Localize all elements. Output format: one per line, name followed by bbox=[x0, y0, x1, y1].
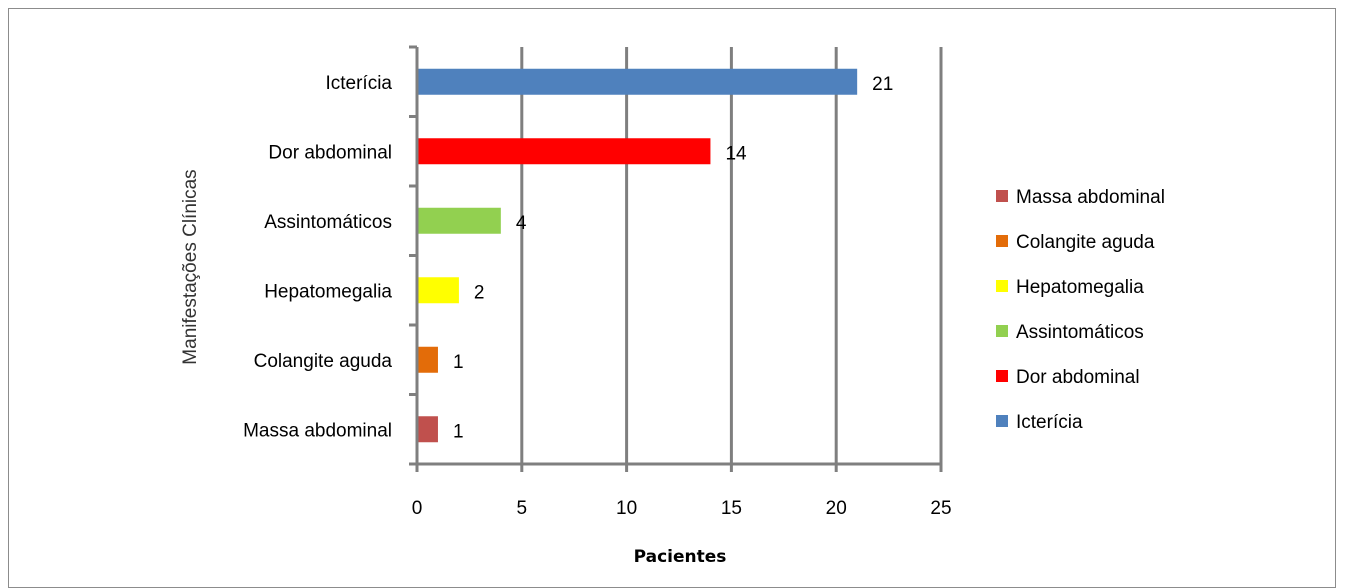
category-label-2: Assintomáticos bbox=[264, 212, 392, 233]
legend-label-4: Dor abdominal bbox=[1016, 367, 1140, 388]
legend-swatch-3 bbox=[996, 325, 1008, 337]
x-axis-title: Pacientes bbox=[634, 547, 727, 567]
data-label-4: 1 bbox=[453, 352, 464, 373]
data-label-5: 1 bbox=[453, 421, 464, 442]
y-axis-title: Manifestações Clínicas bbox=[180, 169, 201, 364]
bar-2 bbox=[417, 207, 501, 234]
x-tick-labels: 0 5 10 15 20 25 bbox=[412, 498, 952, 519]
bar-3 bbox=[417, 277, 459, 304]
category-labels: Icterícia Dor abdominal Assintomáticos Hepa… bbox=[243, 73, 392, 442]
x-tick-label-5: 25 bbox=[930, 498, 951, 519]
category-label-1: Dor abdominal bbox=[268, 142, 392, 163]
bar-1 bbox=[417, 138, 711, 165]
legend-label-1: Colangite aguda bbox=[1016, 232, 1155, 253]
bar-5 bbox=[417, 416, 438, 443]
legend-label-3: Assintomáticos bbox=[1016, 322, 1144, 343]
axes bbox=[409, 45, 943, 472]
data-label-0: 21 bbox=[872, 74, 893, 95]
x-tick-label-0: 0 bbox=[412, 498, 423, 519]
x-tick-label-2: 10 bbox=[616, 498, 637, 519]
gridlines bbox=[520, 47, 943, 464]
legend-label-0: Massa abdominal bbox=[1016, 187, 1165, 208]
legend-swatch-2 bbox=[996, 280, 1008, 292]
x-tick-label-1: 5 bbox=[517, 498, 528, 519]
category-label-0: Icterícia bbox=[325, 73, 392, 94]
x-tick-label-4: 20 bbox=[826, 498, 847, 519]
bar-0 bbox=[417, 68, 858, 95]
bars bbox=[417, 68, 858, 443]
data-label-3: 2 bbox=[474, 282, 485, 303]
legend-label-2: Hepatomegalia bbox=[1016, 277, 1144, 298]
legend-swatch-1 bbox=[996, 235, 1008, 247]
legend-swatch-5 bbox=[996, 415, 1008, 427]
data-label-1: 14 bbox=[725, 143, 747, 164]
legend-label-5: Icterícia bbox=[1016, 412, 1083, 433]
data-label-2: 4 bbox=[516, 213, 527, 234]
legend-swatch-0 bbox=[996, 190, 1008, 202]
category-label-4: Colangite aguda bbox=[254, 351, 393, 372]
chart-frame bbox=[8, 8, 1336, 588]
bar-4 bbox=[417, 346, 438, 373]
category-label-5: Massa abdominal bbox=[243, 420, 392, 441]
x-tick-label-3: 15 bbox=[721, 498, 742, 519]
category-label-3: Hepatomegalia bbox=[264, 281, 392, 302]
bar-chart: Icterícia Dor abdominal Assintomáticos Hepa… bbox=[180, 45, 1165, 567]
legend-swatch-4 bbox=[996, 370, 1008, 382]
legend: Massa abdominal Colangite aguda Hepatomega… bbox=[996, 187, 1165, 433]
